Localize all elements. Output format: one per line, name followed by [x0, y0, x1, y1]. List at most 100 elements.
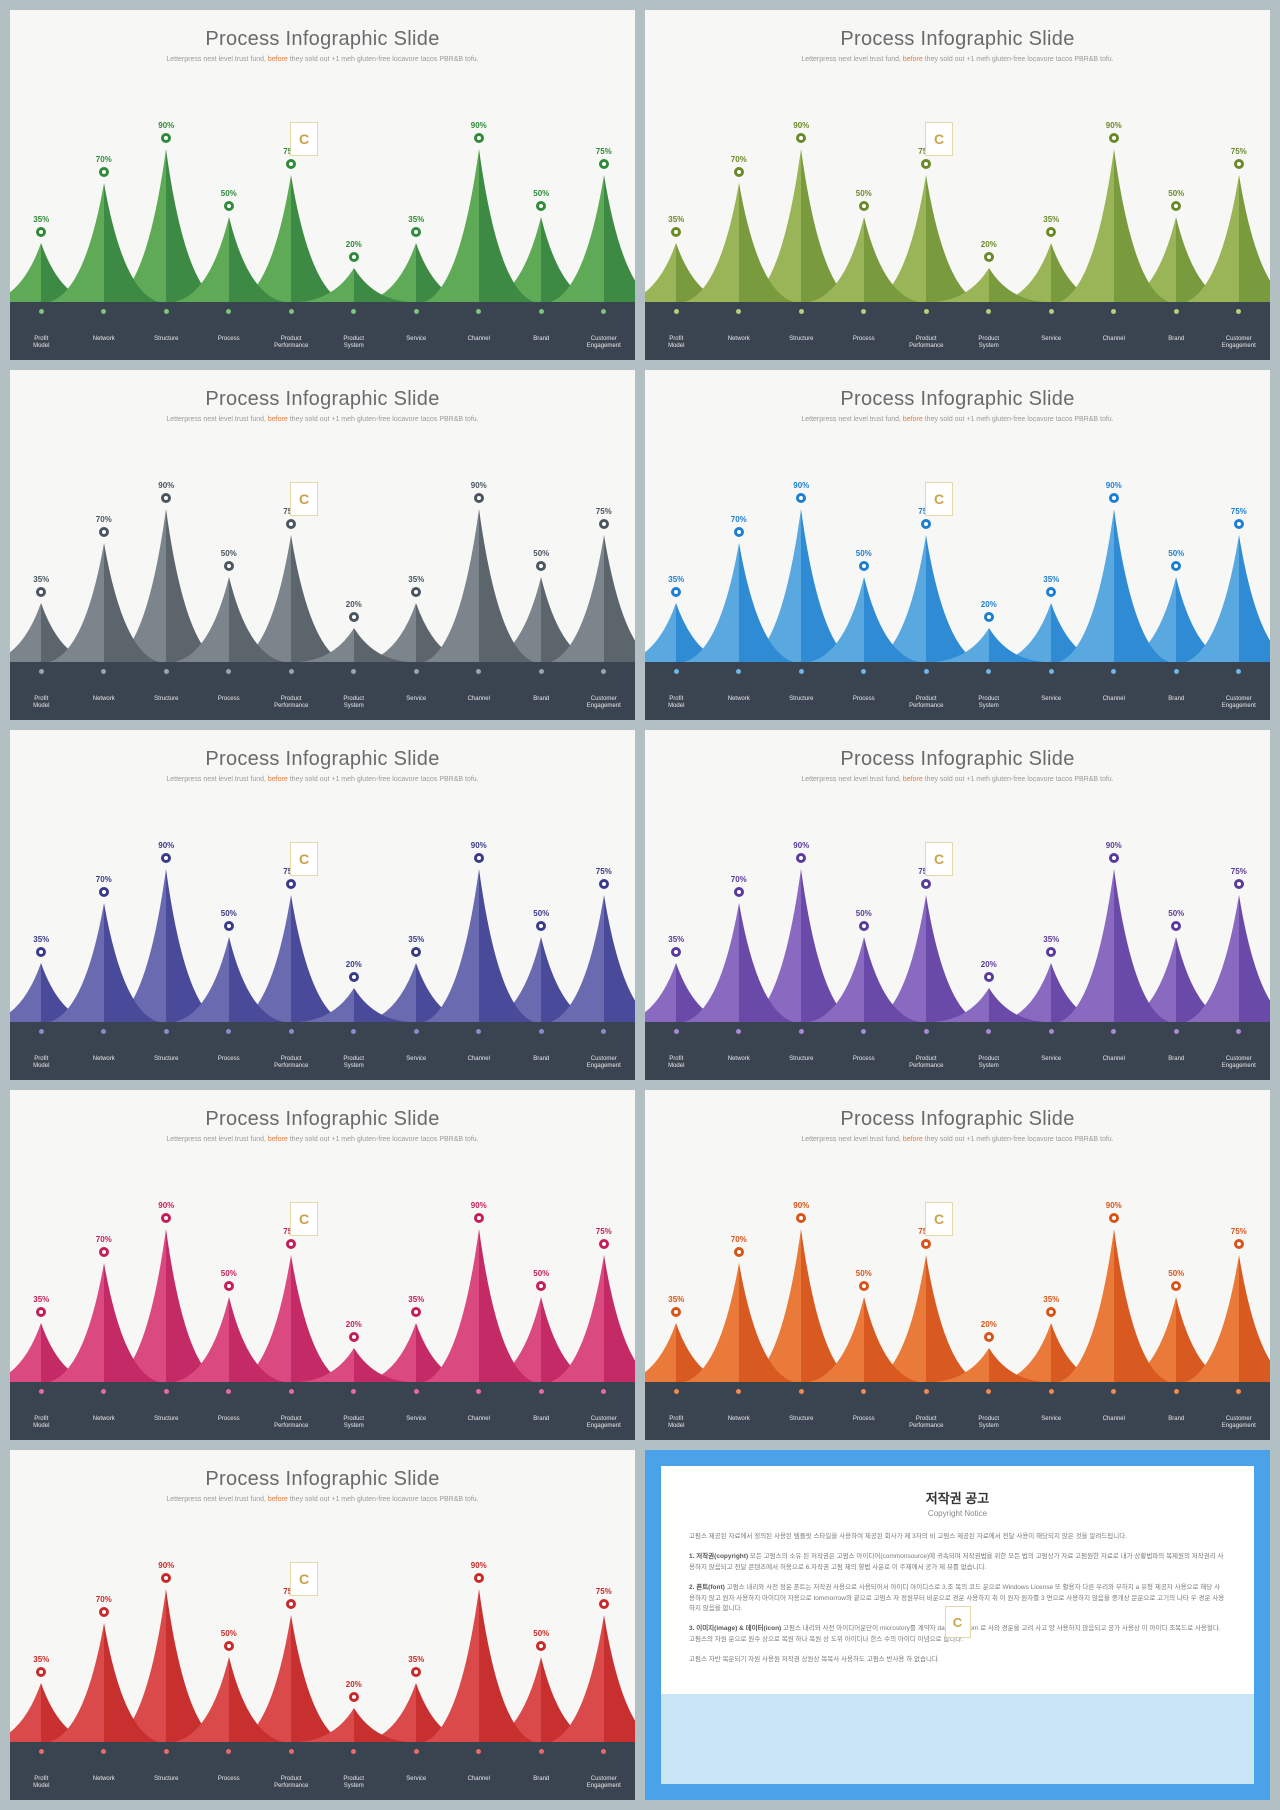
category-label: Brand [1145, 336, 1208, 350]
ring-icon [224, 1281, 234, 1291]
ring-icon [36, 1307, 46, 1317]
ring-icon [224, 201, 234, 211]
peak [549, 175, 635, 303]
slide-title: Process Infographic Slide [10, 1108, 635, 1131]
peak-value: 35% [33, 1655, 49, 1664]
peak [424, 509, 534, 662]
peak-value: 90% [793, 481, 809, 490]
slide-title: Process Infographic Slide [645, 388, 1270, 411]
ring-icon [671, 227, 681, 237]
category-label: ProfitModel [10, 696, 73, 710]
dot-icon [799, 669, 804, 674]
peak-marker: 50% [856, 1269, 872, 1291]
slide-header: Process Infographic SlideLetterpress nex… [645, 10, 1270, 64]
ring-icon [286, 1239, 296, 1249]
category-label: Network [708, 336, 771, 350]
dot-cell [573, 1389, 636, 1394]
peak-marker: 35% [1043, 935, 1059, 957]
slide-subtitle: Letterpress next level trust fund, befor… [645, 775, 1270, 784]
peak-value: 90% [1106, 841, 1122, 850]
peak-marker: 90% [471, 121, 487, 143]
dot-cell [1083, 309, 1146, 314]
peak-value: 20% [346, 240, 362, 249]
ring-icon [474, 493, 484, 503]
category-label: Service [1020, 1416, 1083, 1430]
peak [934, 1348, 1044, 1382]
peak-marker: 90% [1106, 1201, 1122, 1223]
slide-header: Process Infographic SlideLetterpress nex… [10, 370, 635, 424]
dot-cell [448, 1389, 511, 1394]
category-label: ProductPerformance [260, 696, 323, 710]
slide-red: Process Infographic SlideLetterpress nex… [10, 1450, 635, 1800]
category-label: ProfitModel [10, 1416, 73, 1430]
peak-value: 20% [346, 1680, 362, 1689]
slide-olive: Process Infographic SlideLetterpress nex… [645, 10, 1270, 360]
dot-icon [799, 309, 804, 314]
ring-icon [734, 887, 744, 897]
dot-cell [135, 1389, 198, 1394]
slide-indigo: Process Infographic SlideLetterpress nex… [10, 730, 635, 1080]
ring-icon [1234, 1239, 1244, 1249]
dot-icon [601, 309, 606, 314]
peak [809, 577, 919, 662]
peak-value: 50% [533, 189, 549, 198]
slide-subtitle: Letterpress next level trust fund, befor… [10, 775, 635, 784]
peak [1184, 535, 1270, 663]
peak-value: 20% [346, 960, 362, 969]
chart-area: 35% 70% 90% 50% 75% 20% 35% 90% 50% [645, 810, 1270, 1080]
peak-marker: 90% [793, 121, 809, 143]
dot-row [10, 669, 635, 674]
peak-value: 35% [33, 575, 49, 584]
peak-marker: 70% [731, 155, 747, 177]
dot-cell [833, 309, 896, 314]
peak-marker: 75% [1231, 867, 1247, 889]
peak-value: 50% [221, 1269, 237, 1278]
label-row: ProfitModelNetworkStructureProcessProduc… [10, 1776, 635, 1790]
peak-marker: 90% [1106, 481, 1122, 503]
ring-icon [921, 879, 931, 889]
slide-subtitle: Letterpress next level trust fund, befor… [645, 415, 1270, 424]
dot-cell [895, 1029, 958, 1034]
logo-badge: C [290, 842, 318, 876]
peak-value: 35% [408, 215, 424, 224]
dot-cell [958, 1029, 1021, 1034]
dot-icon [476, 1749, 481, 1754]
ring-icon [536, 561, 546, 571]
peak-value: 35% [408, 1655, 424, 1664]
ring-icon [349, 1332, 359, 1342]
dot-cell [833, 1389, 896, 1394]
peak [549, 535, 635, 663]
dot-icon [861, 1389, 866, 1394]
peak-value: 90% [471, 121, 487, 130]
ring-icon [921, 159, 931, 169]
peak-value: 35% [408, 1295, 424, 1304]
ring-icon [349, 1692, 359, 1702]
peak-value: 35% [33, 1295, 49, 1304]
dot-cell [385, 1029, 448, 1034]
category-label: Network [73, 696, 136, 710]
copyright-paragraph: 1. 저작권(copyright) 모든 고펌스의 소유 된 저작권은 고펌스 … [689, 1552, 1226, 1573]
slide-title: Process Infographic Slide [10, 1468, 635, 1491]
dot-cell [73, 309, 136, 314]
category-label: Service [1020, 696, 1083, 710]
ring-icon [1046, 587, 1056, 597]
peak-marker: 35% [668, 935, 684, 957]
dot-icon [351, 1749, 356, 1754]
dot-icon [476, 309, 481, 314]
ring-icon [99, 887, 109, 897]
logo-badge: C [925, 122, 953, 156]
ring-icon [411, 947, 421, 957]
ring-icon [1234, 519, 1244, 529]
peak-marker: 50% [533, 909, 549, 931]
peak-value: 70% [96, 1235, 112, 1244]
dot-icon [799, 1389, 804, 1394]
category-label: Process [198, 1416, 261, 1430]
dot-icon [1111, 1389, 1116, 1394]
dot-icon [674, 309, 679, 314]
dot-icon [601, 1029, 606, 1034]
category-label: Service [385, 696, 448, 710]
peak-value: 75% [596, 1227, 612, 1236]
category-label: Brand [1145, 696, 1208, 710]
dot-icon [736, 669, 741, 674]
dot-cell [385, 669, 448, 674]
